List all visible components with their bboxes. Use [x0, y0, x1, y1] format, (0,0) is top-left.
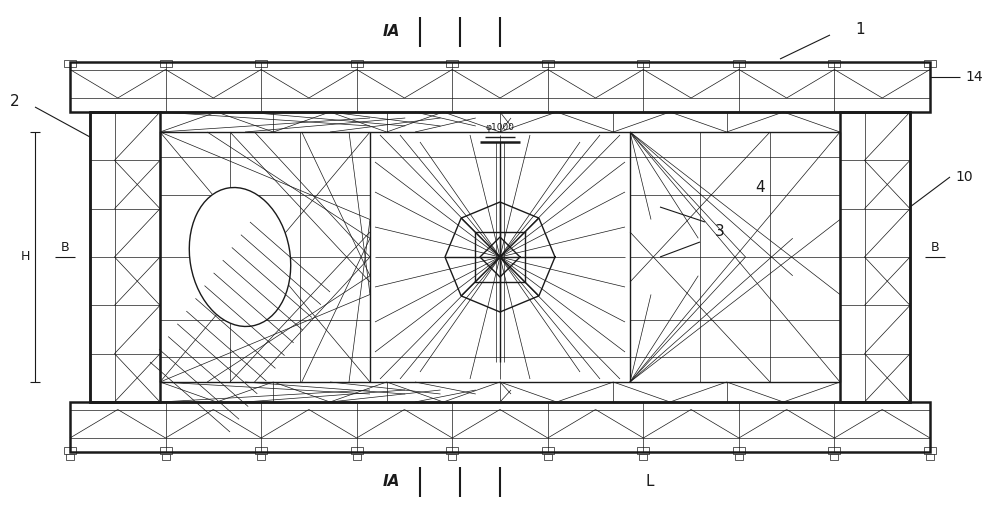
Bar: [446, 60, 458, 67]
Bar: [733, 447, 745, 454]
Bar: [637, 447, 649, 454]
Text: 4: 4: [755, 179, 765, 195]
Bar: [542, 447, 554, 454]
Text: IA: IA: [383, 475, 400, 489]
Bar: [544, 453, 552, 460]
Text: 10: 10: [955, 170, 973, 184]
Bar: [90, 112, 910, 402]
Text: B: B: [931, 241, 939, 254]
Bar: [257, 453, 265, 460]
Bar: [446, 447, 458, 454]
Bar: [351, 447, 363, 454]
Bar: [162, 453, 170, 460]
Text: 1: 1: [855, 21, 865, 37]
Bar: [64, 60, 76, 67]
Bar: [830, 453, 838, 460]
Bar: [639, 453, 647, 460]
Bar: [160, 132, 840, 382]
Bar: [924, 60, 936, 67]
Bar: [637, 60, 649, 67]
Text: 2: 2: [10, 94, 20, 110]
Bar: [66, 453, 74, 460]
Bar: [448, 453, 456, 460]
Bar: [70, 402, 930, 452]
Bar: [840, 112, 910, 402]
Text: φ1000: φ1000: [486, 123, 514, 132]
Bar: [542, 60, 554, 67]
Bar: [64, 447, 76, 454]
Bar: [160, 447, 172, 454]
Text: IA: IA: [383, 24, 400, 40]
Bar: [926, 453, 934, 460]
Bar: [733, 60, 745, 67]
Text: 3: 3: [715, 225, 725, 239]
Bar: [160, 60, 172, 67]
Text: B: B: [61, 241, 69, 254]
Ellipse shape: [189, 188, 291, 327]
Bar: [70, 62, 930, 112]
Bar: [90, 112, 160, 402]
Bar: [353, 453, 361, 460]
Bar: [255, 60, 267, 67]
Bar: [351, 60, 363, 67]
Bar: [255, 447, 267, 454]
Bar: [924, 447, 936, 454]
Text: H: H: [20, 250, 30, 264]
Bar: [735, 453, 743, 460]
Bar: [828, 447, 840, 454]
Text: 14: 14: [965, 70, 983, 84]
Text: L: L: [646, 475, 654, 489]
Bar: [828, 60, 840, 67]
